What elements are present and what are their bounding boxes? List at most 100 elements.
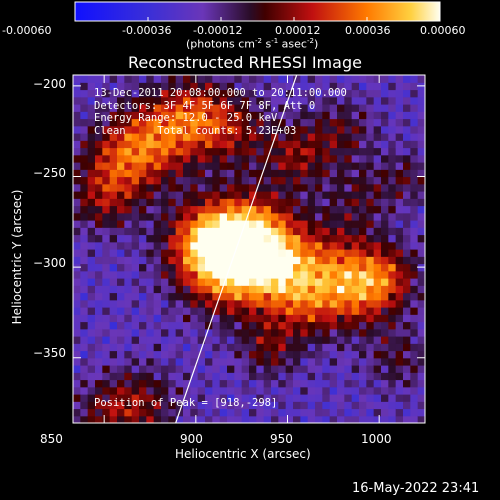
heatmap-cell <box>307 118 316 127</box>
heatmap-cell <box>183 140 191 149</box>
heatmap-cell <box>337 372 345 381</box>
heatmap-cell <box>300 321 309 330</box>
heatmap-cell <box>315 198 323 207</box>
heatmap-cell <box>109 234 118 243</box>
heatmap-cell <box>153 241 162 250</box>
heatmap-cell <box>263 386 272 395</box>
heatmap-cell <box>146 299 155 308</box>
heatmap-cell <box>337 241 345 250</box>
heatmap-cell <box>131 357 140 366</box>
heatmap-cell <box>139 285 147 294</box>
heatmap-cell <box>183 321 191 330</box>
heatmap-cell <box>117 140 125 149</box>
heatmap-cell <box>168 379 177 388</box>
heatmap-cell <box>131 263 140 272</box>
heatmap-cell <box>212 256 221 265</box>
heatmap-cell <box>322 118 331 127</box>
heatmap-cell <box>168 111 177 120</box>
heatmap-cell <box>80 365 89 373</box>
heatmap-cell <box>183 104 191 112</box>
heatmap-cell <box>322 234 331 243</box>
heatmap-cell <box>168 401 177 410</box>
heatmap-cell <box>293 162 301 170</box>
heatmap-cell <box>139 357 147 366</box>
heatmap-cell <box>161 162 169 170</box>
heatmap-cell <box>256 234 265 243</box>
heatmap-cell <box>139 278 147 286</box>
heatmap-cell <box>285 154 294 163</box>
heatmap-cell <box>344 140 353 149</box>
heatmap-cell <box>227 408 235 417</box>
heatmap-cell <box>307 357 316 366</box>
heatmap-cell <box>395 307 404 315</box>
heatmap-cell <box>205 278 213 286</box>
heatmap-cell <box>307 343 316 352</box>
heatmap-cell <box>227 111 235 120</box>
heatmap-cell <box>388 212 397 221</box>
heatmap-cell <box>109 82 118 91</box>
heatmap-cell <box>146 386 155 395</box>
heatmap-cell <box>219 133 228 141</box>
heatmap-cell <box>190 183 199 192</box>
heatmap-cell <box>271 249 279 257</box>
heatmap-cell <box>146 154 155 163</box>
heatmap-cell <box>329 386 338 395</box>
heatmap-cell <box>410 372 419 381</box>
heatmap-cell <box>285 220 294 228</box>
heatmap-cell <box>395 82 404 91</box>
heatmap-cell <box>410 357 419 366</box>
heatmap-cell <box>351 249 360 257</box>
heatmap-cell <box>359 270 367 279</box>
colorbar <box>74 1 441 22</box>
heatmap-cell <box>366 408 375 417</box>
heatmap-cell <box>190 263 199 272</box>
heatmap-cell <box>241 125 250 134</box>
heatmap-cell <box>234 198 243 207</box>
heatmap-cell <box>197 176 206 185</box>
heatmap-cell <box>351 292 360 301</box>
heatmap-cell <box>124 96 133 105</box>
heatmap-cell <box>95 394 103 402</box>
heatmap-cell <box>80 191 89 199</box>
heatmap-cell <box>153 314 162 323</box>
heatmap-cell <box>153 140 162 149</box>
heatmap-cell <box>344 401 353 410</box>
heatmap-cell <box>256 96 265 105</box>
heatmap-cell <box>271 314 279 323</box>
heatmap-cell <box>278 408 287 417</box>
heatmap-cell <box>337 104 345 112</box>
heatmap-cell <box>344 125 353 134</box>
heatmap-cell <box>388 343 397 352</box>
heatmap-cell <box>359 386 367 395</box>
heatmap-cell <box>183 205 191 214</box>
heatmap-cell <box>227 415 235 423</box>
heatmap-cell <box>109 357 118 366</box>
heatmap-cell <box>322 386 331 395</box>
heatmap-cell <box>95 140 103 149</box>
heatmap-cell <box>124 372 133 381</box>
heatmap-cell <box>227 314 235 323</box>
heatmap-cell <box>249 379 257 388</box>
heatmap-cell <box>403 133 411 141</box>
heatmap-cell <box>197 220 206 228</box>
heatmap-cell <box>109 270 118 279</box>
heatmap-cell <box>73 241 81 250</box>
heatmap-cell <box>161 270 169 279</box>
heatmap-cell <box>329 176 338 185</box>
heatmap-cell <box>322 227 331 236</box>
heatmap-cell <box>80 321 89 330</box>
heatmap-cell <box>315 82 323 91</box>
heatmap-cell <box>388 379 397 388</box>
heatmap-cell <box>403 176 411 185</box>
heatmap-cell <box>263 89 272 98</box>
heatmap-cell <box>161 220 169 228</box>
heatmap-cell <box>190 241 199 250</box>
heatmap-cell <box>256 278 265 286</box>
heatmap-cell <box>300 270 309 279</box>
heatmap-cell <box>80 212 89 221</box>
heatmap-cell <box>227 234 235 243</box>
y-tick-label: −250 <box>33 166 66 180</box>
heatmap-cell <box>80 183 89 192</box>
heatmap-cell <box>293 321 301 330</box>
heatmap-cell <box>359 278 367 286</box>
